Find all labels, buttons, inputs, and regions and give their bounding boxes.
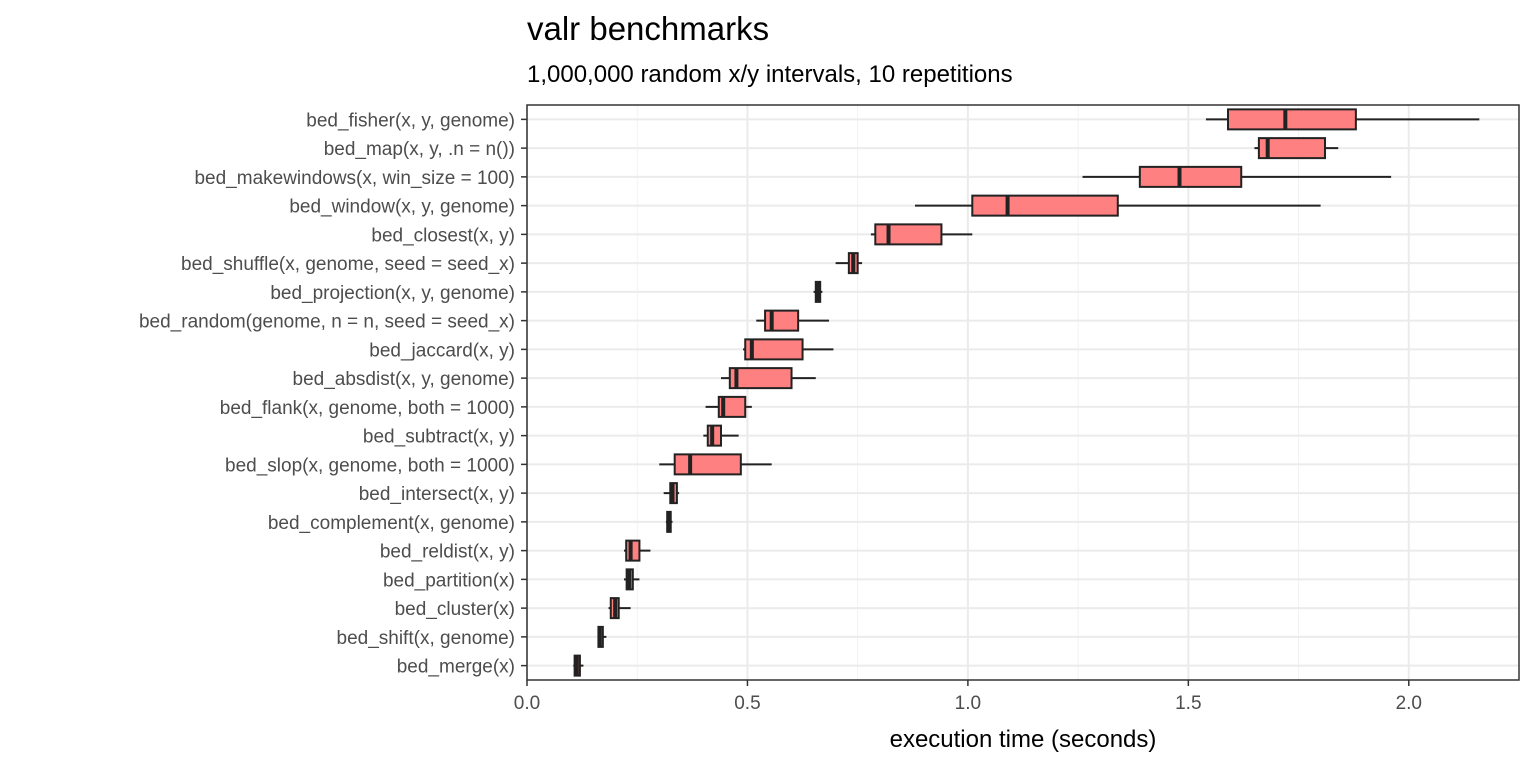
x-tick-label: 0.5 [734,693,760,714]
y-tick-label: bed_closest(x, y) [371,225,515,246]
y-tick-label: bed_merge(x) [397,657,515,678]
y-tick-label: bed_absdist(x, y, genome) [293,369,516,390]
box-iqr [744,338,804,361]
y-tick-label: bed_slop(x, genome, both = 1000) [225,455,515,476]
plot-area: bed_fisher(x, y, genome) bed_map(x, y, .n… [139,104,1520,714]
box-iqr [874,223,943,246]
x-tick-label: 1.5 [1175,693,1201,714]
box-iqr [1257,137,1327,160]
y-tick-label: bed_complement(x, genome) [268,513,515,534]
panel-border [526,104,1520,681]
box-iqr [673,453,742,476]
y-tick-label: bed_projection(x, y, genome) [270,283,515,304]
box-iqr [706,424,722,447]
box-iqr [728,367,793,390]
y-tick-label: bed_subtract(x, y) [363,427,515,448]
y-tick-label: bed_intersect(x, y) [359,484,515,505]
y-tick-label: bed_shuffle(x, genome, seed = seed_x) [181,254,515,275]
y-tick-label: bed_reldist(x, y) [380,542,515,563]
box-iqr [1138,165,1243,188]
y-tick-label: bed_map(x, y, .n = n()) [324,139,515,160]
box-iqr [717,395,747,418]
y-tick-label: bed_shift(x, genome) [337,628,516,649]
chart-subtitle: 1,000,000 random x/y intervals, 10 repet… [527,61,1013,88]
x-tick-label: 1.0 [955,693,981,714]
y-tick-label: bed_jaccard(x, y) [369,340,515,361]
y-tick-label: bed_random(genome, n = n, seed = seed_x) [139,312,515,333]
chart-title: valr benchmarks [527,10,769,47]
box-iqr [1227,108,1357,131]
x-tick-label: 2.0 [1396,693,1422,714]
y-tick-label: bed_makewindows(x, win_size = 100) [194,168,515,189]
box-iqr [971,194,1119,217]
box-iqr [625,539,641,562]
y-tick-label: bed_partition(x) [383,570,515,591]
x-axis-label: execution time (seconds) [890,726,1157,753]
y-tick-label: bed_flank(x, genome, both = 1000) [220,398,515,419]
y-tick-label: bed_fisher(x, y, genome) [306,110,515,131]
y-tick-label: bed_window(x, y, genome) [289,197,515,218]
y-tick-label: bed_cluster(x) [395,599,515,620]
x-tick-label: 0.0 [514,693,540,714]
